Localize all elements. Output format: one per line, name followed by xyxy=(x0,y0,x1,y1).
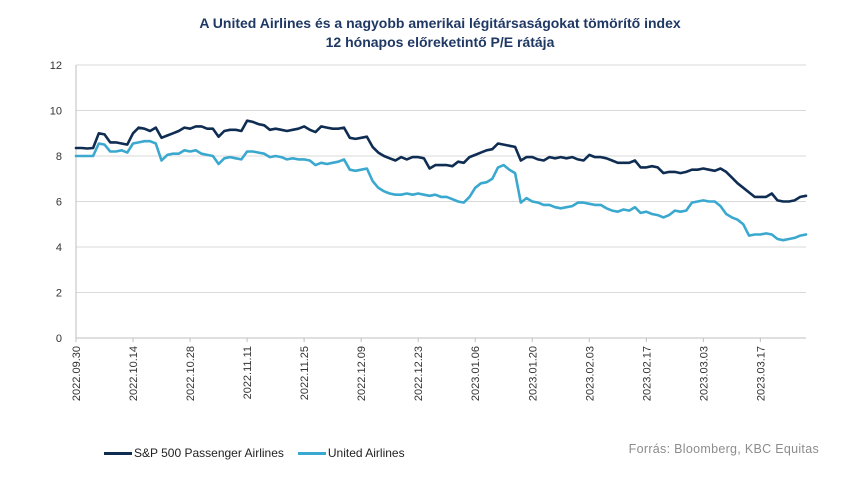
y-tick-label: 10 xyxy=(50,106,62,118)
x-tick-label: 2022.09.30 xyxy=(71,346,83,401)
x-tick-label: 2022.11.25 xyxy=(299,346,311,400)
series-line-sp500 xyxy=(74,119,808,203)
legend-item-united: United Airlines xyxy=(297,446,405,460)
y-tick-label: 2 xyxy=(56,288,62,300)
chart-title: A United Airlines és a nagyobb amerikai … xyxy=(0,14,850,52)
legend: S&P 500 Passenger Airlines United Airlin… xyxy=(104,446,419,460)
x-tick-label: 2023.03.17 xyxy=(755,346,767,401)
legend-swatch-sp500 xyxy=(104,451,132,455)
y-tick-label: 6 xyxy=(56,197,62,209)
x-tick-label: 2022.12.23 xyxy=(413,346,425,401)
x-tick-label: 2022.11.11 xyxy=(242,346,254,399)
chart-title-line1: A United Airlines és a nagyobb amerikai … xyxy=(199,15,681,31)
legend-label-sp500: S&P 500 Passenger Airlines xyxy=(134,446,284,460)
y-tick-label: 4 xyxy=(56,242,62,254)
legend-item-sp500: S&P 500 Passenger Airlines xyxy=(104,446,284,460)
x-tick-label: 2022.10.14 xyxy=(128,346,140,401)
x-tick-label: 2022.10.28 xyxy=(185,346,197,401)
y-tick-label: 8 xyxy=(56,151,62,163)
line-chart: 0 2 4 6 8 10 12 2022.09.30 2022.10.14 2022.10.28 2… xyxy=(50,60,808,401)
x-tick-label: 2023.01.20 xyxy=(527,346,539,401)
x-tick-label: 2023.01.06 xyxy=(470,346,482,401)
x-tick-label: 2023.02.17 xyxy=(641,346,653,401)
source-note: Forrás: Bloomberg, KBC Equitas xyxy=(628,442,819,456)
legend-swatch-united xyxy=(297,451,326,455)
x-tick-label: 2022.12.09 xyxy=(356,346,368,401)
x-tick-label: 2023.02.03 xyxy=(584,346,596,401)
x-tick-label: 2023.03.03 xyxy=(698,346,710,401)
chart-title-line2: 12 hónapos előreketintő P/E rátája xyxy=(325,34,555,50)
legend-label-united: United Airlines xyxy=(327,446,405,460)
y-tick-label: 0 xyxy=(56,333,62,345)
series-line-united xyxy=(74,139,808,242)
y-tick-label: 12 xyxy=(50,60,62,72)
